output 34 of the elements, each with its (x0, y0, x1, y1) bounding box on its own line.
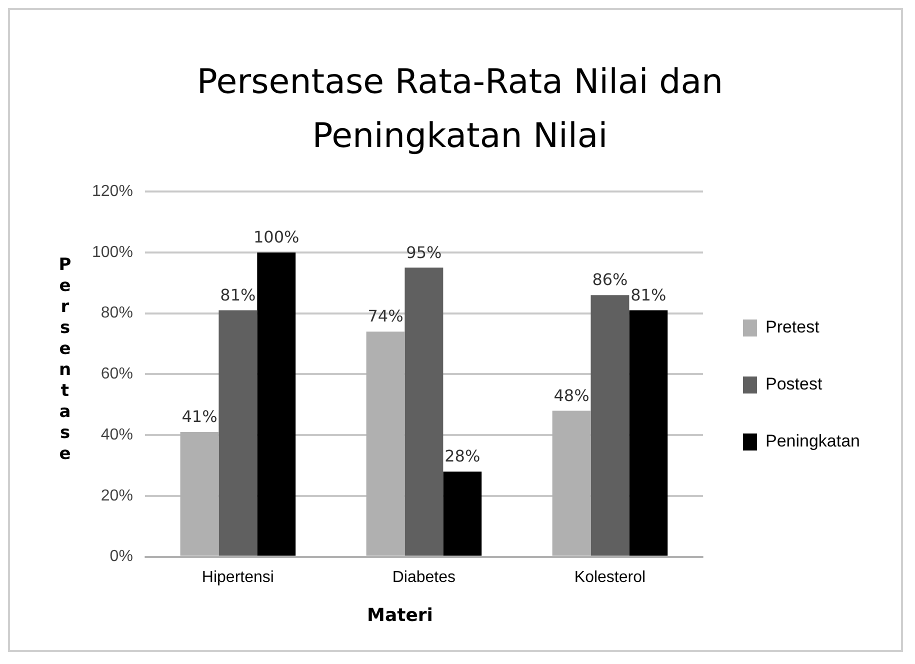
data-label: 81% (220, 285, 256, 304)
data-label: 48% (554, 386, 590, 405)
y-axis-title: Persentase (55, 255, 75, 465)
y-tick-label: 120% (92, 183, 133, 200)
x-tick-label: Diabetes (392, 568, 456, 586)
data-label: 74% (368, 306, 404, 326)
chart-title: Persentase Rata-Rata Nilai dan Peningkatan Nilai (196, 61, 724, 158)
bar (629, 310, 668, 556)
legend-label: Pretest (765, 318, 820, 337)
bar (218, 310, 258, 556)
y-tick-label: 100% (92, 244, 133, 261)
y-tick-label: 60% (100, 366, 133, 383)
legend-label: Peningkatan (765, 432, 860, 451)
data-label: 100% (254, 228, 300, 247)
data-label: 81% (630, 285, 666, 304)
bar (443, 472, 482, 556)
y-tick-label: 20% (100, 487, 133, 504)
bar (257, 252, 296, 556)
data-label: 95% (406, 242, 442, 262)
data-label: 86% (592, 270, 628, 290)
y-tick-label: 80% (100, 304, 133, 322)
x-axis-title: Materi (366, 605, 434, 626)
x-tick-label: Kolesterol (574, 568, 646, 586)
bar (552, 410, 591, 556)
bar (180, 432, 219, 556)
bar (404, 268, 444, 556)
y-tick-label: 40% (100, 426, 133, 444)
y-tick-label: 0% (110, 548, 133, 566)
x-tick-label: Hipertensi (202, 568, 274, 586)
data-label: 28% (444, 446, 480, 466)
data-label: 41% (182, 407, 218, 426)
bar (366, 332, 405, 556)
bar (590, 295, 630, 556)
legend-label: Postest (765, 374, 822, 394)
